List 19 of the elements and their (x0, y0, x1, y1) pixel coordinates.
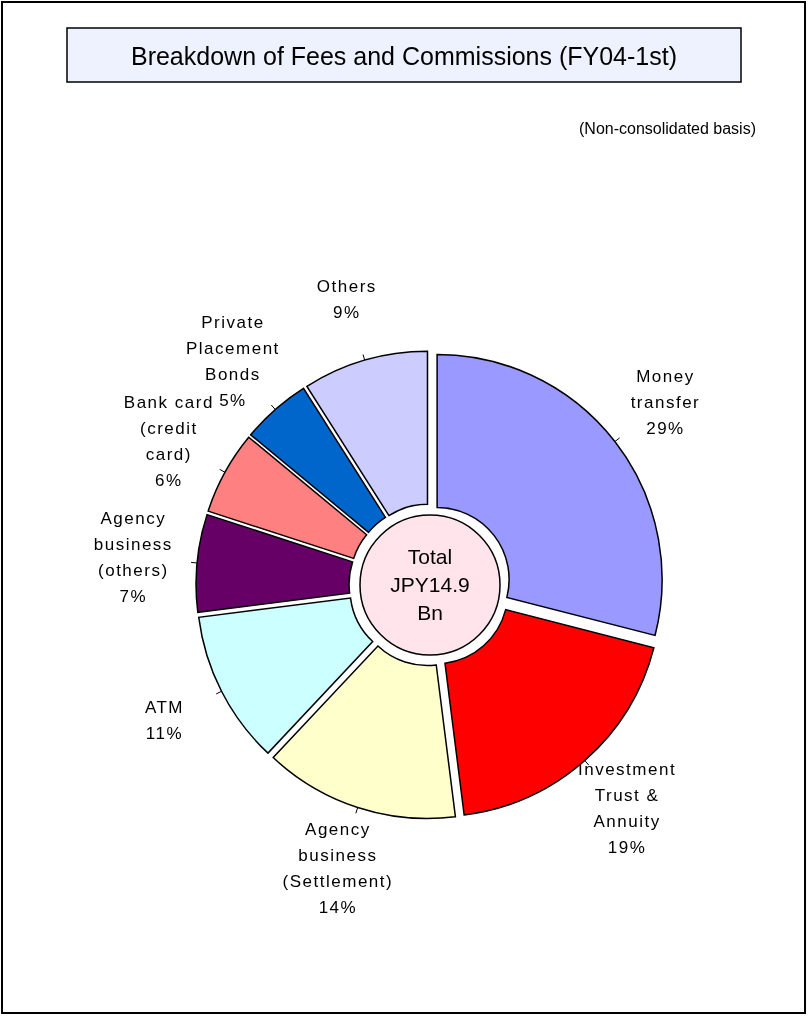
data-label: 14% (318, 898, 358, 918)
data-label: 6% (155, 471, 183, 491)
data-label: 11% (145, 724, 184, 744)
data-label: 9% (333, 302, 361, 322)
chart-title: Breakdown of Fees and Commissions (FY04-1st) (130, 41, 678, 70)
slice-label: Private Placement Bonds (186, 313, 280, 385)
text: Total JPY14.9 Bn (390, 545, 470, 625)
slice-label: ATM (144, 698, 185, 718)
slice-label: Agency business (Settlement) (282, 820, 394, 892)
slice-label: Others (316, 276, 377, 296)
slice-label: Money transfer (630, 367, 701, 413)
data-label: 7% (119, 586, 148, 606)
slice-label: Investment Trust & Annuity (577, 760, 677, 832)
slice-label: Agency business (others) (93, 508, 173, 580)
slice-label: Bank card (credit card) (123, 393, 214, 465)
data-label: 29% (646, 419, 685, 439)
chart-subtitle: (Non-consolidated basis) (579, 119, 756, 137)
data-label: 5% (219, 391, 247, 411)
data-label: 19% (607, 838, 647, 858)
